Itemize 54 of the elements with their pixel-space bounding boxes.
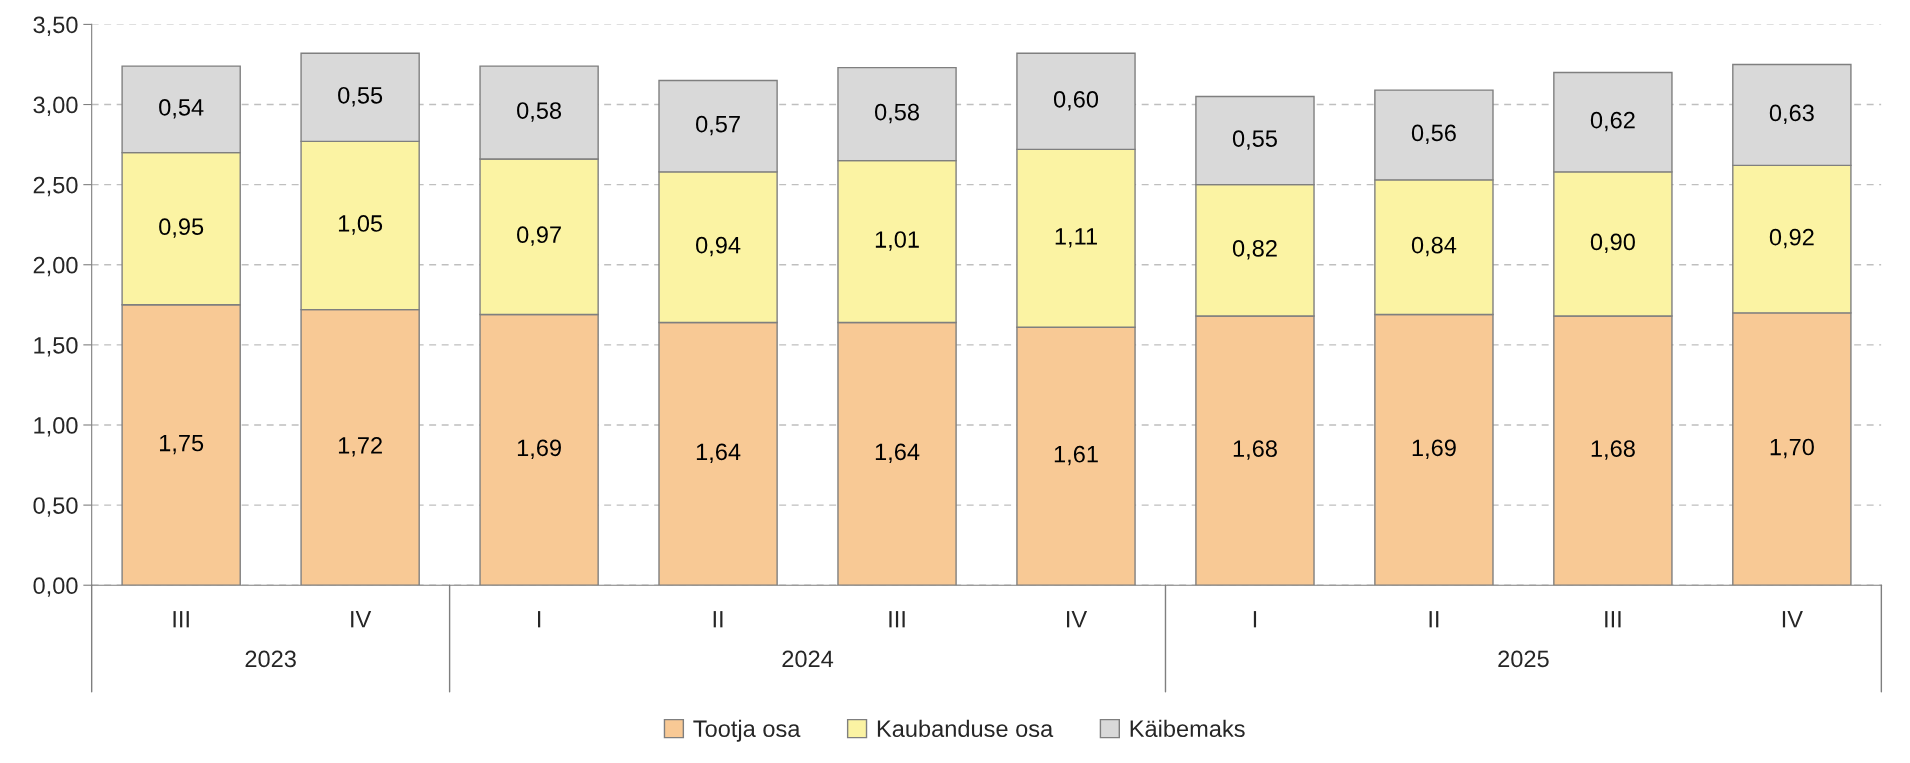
data-label: 0,90 [1590,233,1635,254]
x-tick-label: IV [1782,611,1803,628]
data-label: 1,68 [1233,440,1277,460]
data-label: 1,69 [1412,439,1456,459]
x-tick-label: III [1605,611,1621,628]
legend-label: Kaubanduse osa [877,719,1054,738]
data-label: 0,97 [517,226,561,246]
data-label: 0,55 [338,86,383,107]
data-label: 1,01 [875,231,919,251]
data-label: 0,60 [1053,90,1099,111]
data-label: 0,94 [696,236,741,257]
data-label: 1,61 [1054,445,1098,466]
data-label: 0,56 [1411,124,1456,145]
data-label: 0,57 [696,115,740,136]
y-tick-label: 1,50 [34,336,78,357]
x-tick-label: I [1253,611,1257,628]
data-label: 1,64 [696,443,741,463]
y-tick-label: 0,00 [33,577,78,597]
data-label: 1,11 [1055,228,1097,248]
x-tick-label: IV [351,611,372,628]
x-tick-label: I [538,611,541,628]
x-tick-label: III [173,611,189,628]
y-tick-label: 2,50 [33,176,78,197]
data-label: 1,69 [517,439,561,459]
legend-label: Tootja osa [693,719,801,742]
data-label: 1,72 [338,437,382,457]
data-label: 0,55 [1232,130,1277,150]
y-tick-label: 2,00 [33,256,78,277]
y-tick-label: 0,50 [33,497,78,517]
x-tick-label: IV [1067,611,1088,628]
data-label: 1,70 [1770,438,1814,459]
data-label: 0,54 [159,98,204,119]
x-tick-label: II [1429,611,1439,628]
data-label: 1,64 [875,443,920,463]
text: 2024 [782,650,834,668]
data-label: 0,84 [1411,236,1457,257]
data-label: 0,92 [1769,228,1814,249]
data-label: 0,82 [1232,239,1277,260]
data-label: 0,62 [1590,111,1635,132]
x-tick-label: III [889,611,905,628]
legend-label: Käibemaks [1130,719,1245,738]
y-tick-label: 3,00 [33,96,78,117]
text: 2023 [245,650,296,668]
data-label: 0,95 [159,218,204,238]
x-tick-label: II [713,611,723,628]
data-label: 0,63 [1769,104,1814,125]
y-tick-label: 1,00 [34,417,78,437]
y-tick-label: 3,50 [33,16,78,36]
data-label: 0,58 [517,102,562,122]
data-label: 1,05 [338,215,383,235]
data-label: 1,68 [1591,440,1635,460]
data-label: 0,58 [874,103,919,124]
data-label: 1,75 [159,434,204,455]
text: 2025 [1498,650,1549,668]
